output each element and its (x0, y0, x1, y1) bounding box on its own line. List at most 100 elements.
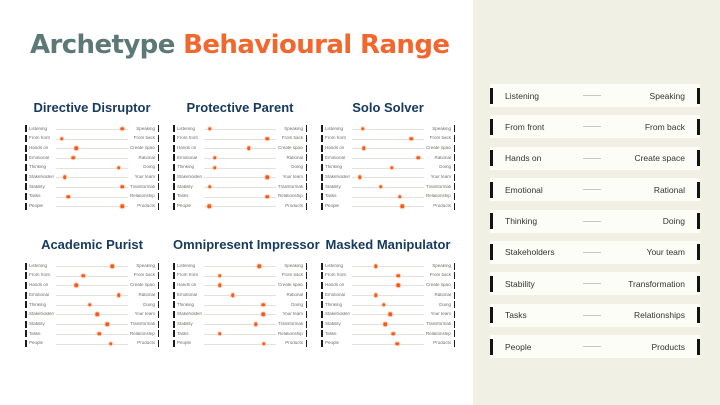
slider-row: People Products (321, 339, 455, 349)
row-end-tick (321, 262, 323, 270)
row-end-tick (173, 135, 175, 143)
row-end-tick (173, 330, 175, 338)
slider-track (204, 281, 276, 291)
pole-label-right: Speaking (432, 263, 451, 268)
slider-row: Stakeholders Your team (173, 172, 307, 182)
pole-label-left: From front (29, 273, 50, 278)
slider-dot (107, 340, 114, 347)
legend-end-bar (697, 275, 700, 292)
slider-row: People Products (173, 339, 307, 349)
row-end-tick (157, 340, 159, 348)
slider-dot (408, 135, 414, 142)
row-end-tick (173, 310, 175, 318)
pole-label-left: From front (325, 136, 346, 141)
slider-track (204, 300, 276, 310)
row-end-tick (157, 291, 159, 299)
legend-connector-line (583, 157, 601, 159)
row-end-tick (25, 135, 27, 143)
slider-row: Listening Speaking (173, 124, 307, 134)
pole-label-left: Stakeholders (325, 312, 350, 317)
slider-row: From front From back (321, 271, 455, 281)
slider-row: People Products (25, 339, 159, 349)
legend-end-bar (490, 118, 493, 135)
pole-label-left: Stakeholders (177, 312, 202, 317)
row-end-tick (453, 262, 455, 270)
row-end-tick (305, 272, 307, 280)
pole-label-left: Stability (29, 321, 45, 326)
pole-label-right: Speaking (136, 126, 155, 131)
legend-left-pole: Thinking (505, 216, 538, 227)
legend-end-bar (490, 307, 493, 324)
pole-label-right: Transformation (130, 321, 155, 326)
slider-row: Stability Transformation (25, 182, 159, 192)
row-end-tick (321, 183, 323, 191)
pole-label-left: Hands on (177, 145, 197, 150)
slider-row: Thinking Doing (173, 300, 307, 310)
page-title: Archetype Behavioural Range (30, 30, 450, 60)
row-end-tick (25, 301, 27, 309)
legend-right-pole: Transformation (628, 278, 685, 289)
pole-label-right: Create space (278, 145, 303, 150)
page-title-archetype: Archetype (30, 30, 175, 60)
chart-directive-disruptor: Directive Disruptor Listening Speaking Fro… (25, 100, 159, 211)
row-end-tick (173, 125, 175, 133)
slider-dot (70, 155, 77, 161)
slider-track (204, 182, 276, 192)
pole-label-right: Relationships (426, 331, 451, 336)
legend-end-bar (697, 244, 700, 261)
row-end-tick (305, 173, 307, 181)
slider-row: From front From back (25, 134, 159, 144)
pole-label-left: People (29, 204, 44, 209)
slider-track (204, 319, 276, 329)
pole-label-left: Stability (325, 321, 341, 326)
row-end-tick (453, 202, 455, 210)
slider-dot (380, 302, 387, 308)
legend-connector-line (583, 346, 601, 348)
row-end-tick (453, 330, 455, 338)
page-title-behavioural-range: Behavioural Range (174, 30, 450, 60)
pole-label-right: Create space (278, 283, 303, 288)
row-end-tick (173, 281, 175, 289)
slider-dot (360, 145, 367, 151)
slider-dot (96, 331, 102, 337)
pole-label-left: Listening (177, 263, 196, 268)
slider-row: Stability Transformation (173, 319, 307, 329)
chart-omnipresent-impressor: Omnipresent Impressor Listening Speaking F… (173, 237, 320, 349)
pole-label-left: Listening (177, 126, 196, 131)
legend-left-pole: Tasks (505, 310, 527, 321)
slider-row: People Products (173, 202, 307, 212)
slider-row: Thinking Doing (173, 163, 307, 173)
slider-row: From front From back (25, 271, 159, 281)
slider-track (56, 310, 128, 320)
legend-right-pole: Products (651, 341, 685, 352)
slider-dot (109, 263, 115, 269)
slider-track (204, 339, 276, 349)
slider-row: Tasks Relationships (173, 192, 307, 202)
slider-dot (264, 193, 271, 200)
slider-dot (217, 282, 223, 289)
row-end-tick (321, 330, 323, 338)
legend-row: From front From back (490, 115, 700, 139)
row-end-tick (305, 301, 307, 309)
legend-row: Stakeholders Your team (490, 240, 700, 264)
row-end-tick (173, 262, 175, 270)
chart-rows: Listening Speaking From front From back Hand… (25, 124, 159, 211)
slider-track (352, 153, 424, 163)
pole-label-right: From back (281, 136, 303, 141)
row-end-tick (157, 183, 159, 191)
slider-track (56, 271, 128, 281)
row-end-tick (25, 164, 27, 172)
row-end-tick (25, 340, 27, 348)
row-end-tick (305, 310, 307, 318)
row-end-tick (173, 291, 175, 299)
pole-label-right: Products (137, 341, 155, 346)
legend-end-bar (490, 181, 493, 198)
slider-row: Tasks Relationships (25, 329, 159, 339)
slider-dot (245, 145, 252, 151)
row-end-tick (25, 291, 27, 299)
pole-label-right: Rational (286, 155, 303, 160)
row-end-tick (321, 291, 323, 299)
legend-right-pole: Your team (646, 247, 685, 258)
row-end-tick (453, 340, 455, 348)
row-end-tick (305, 144, 307, 152)
